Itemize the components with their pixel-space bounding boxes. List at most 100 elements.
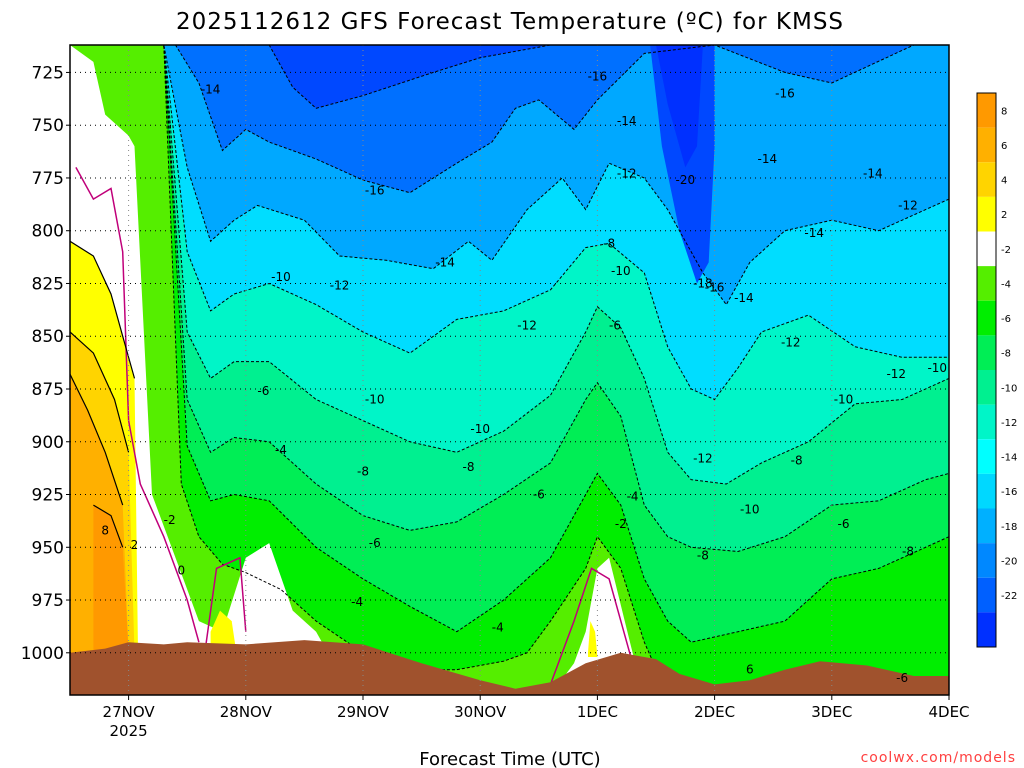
- contour-label: -8: [902, 544, 914, 558]
- colorbar-swatch: [977, 404, 996, 440]
- warm-contour-2: [70, 373, 124, 506]
- x-tick-label: 3DEC: [811, 703, 852, 721]
- contour-label: -2: [615, 517, 627, 531]
- contour-label: -4: [275, 443, 287, 457]
- contour-label: -12: [330, 279, 350, 293]
- x-tick-label: 2DEC: [694, 703, 735, 721]
- contour-line--14: [140, 45, 915, 194]
- contour-label: 2: [131, 538, 139, 552]
- colorbar-label: -20: [1001, 556, 1017, 567]
- contour-label: -6: [609, 319, 621, 333]
- contour-label: -8: [462, 460, 474, 474]
- contour-line--12: [134, 45, 949, 306]
- warm-contour-0: [70, 240, 136, 379]
- colorbar-swatch: [977, 162, 996, 197]
- warm-patch-28nov: [210, 610, 237, 653]
- colorbar-label: 6: [1001, 141, 1007, 152]
- contour-label: -10: [365, 393, 385, 407]
- colorbar-frame: [976, 92, 997, 648]
- colorbar-swatch: [977, 231, 996, 267]
- contour-label: -12: [898, 198, 918, 212]
- colorbar-swatch: [977, 196, 996, 232]
- colorbar-swatch: [977, 370, 996, 405]
- contour-label: -6: [533, 488, 545, 502]
- colorbar-swatch: [977, 543, 996, 578]
- y-tick-label: 800: [32, 222, 64, 242]
- contour-line--8: [134, 45, 949, 485]
- contour-label: -14: [863, 167, 883, 181]
- band--4: [70, 45, 949, 695]
- colorbar-label: -14: [1001, 453, 1017, 464]
- contour-label: -14: [201, 82, 221, 96]
- terrain: [70, 640, 949, 695]
- contour-label: -10: [740, 502, 760, 516]
- warm-contour-3: [93, 504, 124, 548]
- colorbar-swatch: [977, 93, 996, 128]
- contour-line--10: [134, 45, 949, 401]
- contour-label: -12: [781, 336, 801, 350]
- colorbar-swatch: [977, 127, 996, 163]
- colorbar: 8 6 4 2 -2 -4 -6 -8 -10 -12 -14 -16 -18 -20 -22: [976, 92, 1017, 648]
- colorbar-label: -4: [1001, 279, 1011, 290]
- colorbar-label: -22: [1001, 591, 1017, 602]
- colorbar-label: 2: [1001, 210, 1007, 221]
- colorbar-label: 8: [1001, 106, 1007, 117]
- contour-label: -8: [603, 236, 615, 250]
- colorbar-label: 4: [1001, 176, 1007, 187]
- warm-contour-1: [70, 331, 130, 453]
- contour-label: -12: [693, 452, 713, 466]
- contour-label: -10: [834, 393, 854, 407]
- colorbar-label: -12: [1001, 418, 1017, 429]
- y-tick-label: 750: [32, 116, 64, 136]
- contour-label: -4: [351, 595, 363, 609]
- cold-core-inner: [656, 45, 703, 168]
- colorbar-swatch: [977, 335, 996, 370]
- colorbar-label: -16: [1001, 487, 1017, 498]
- y-tick-label: 900: [32, 433, 64, 453]
- contour-label: -2: [164, 513, 176, 527]
- contour-label: -6: [257, 384, 269, 398]
- freezing-line-28nov: [204, 556, 247, 653]
- y-tick-label: 875: [32, 380, 64, 400]
- x-tick-label: 30NOV: [454, 703, 507, 721]
- x-axis-label: Forecast Time (UTC): [419, 749, 600, 768]
- contour-label: -16: [365, 184, 385, 198]
- colorbar-swatch: [977, 439, 996, 474]
- contour-label: -14: [758, 152, 778, 166]
- warm-band-3: [93, 505, 129, 653]
- y-tick-label: 1000: [21, 644, 64, 664]
- contour-label: -6: [838, 517, 850, 531]
- contour-label: -12: [617, 167, 637, 181]
- contour-line--4: [134, 45, 949, 643]
- contour-label: -14: [617, 114, 637, 128]
- contour-label: 6: [746, 663, 754, 677]
- contour-label: -10: [271, 270, 291, 284]
- y-tick-label: 775: [32, 169, 64, 189]
- credit-text: coolwx.com/models: [861, 750, 1016, 766]
- contour-label: -8: [791, 454, 803, 468]
- x-tick-label: 29NOV: [337, 703, 390, 721]
- y-tick-label: 725: [32, 63, 64, 83]
- chart-title: 2025112612 GFS Forecast Temperature (ºC)…: [176, 9, 844, 35]
- contour-label: -10: [470, 422, 490, 436]
- contour-label: -6: [896, 671, 908, 685]
- y-tick-label: 825: [32, 274, 64, 294]
- contour-label: -18: [693, 276, 713, 290]
- x-year-label: 2025: [110, 722, 148, 740]
- warm-patch-1dec: [588, 621, 598, 657]
- plot-area: -14-16-16-14-12 -20-16-14-14-12-14-14-10-…: [21, 44, 970, 740]
- temperature-field: [70, 45, 949, 695]
- contour-label: -12: [517, 319, 537, 333]
- contour-label: -6: [369, 536, 381, 550]
- contour-label: -14: [435, 255, 455, 269]
- contour-label: -20: [675, 173, 695, 187]
- x-tick-label: 1DEC: [577, 703, 618, 721]
- contour-label: 8: [101, 523, 109, 537]
- plot-frame: [69, 44, 950, 696]
- contour-line--16: [198, 45, 774, 109]
- contour-label: -12: [886, 367, 906, 381]
- contour-label: -16: [705, 281, 725, 295]
- contour-label: -14: [734, 291, 754, 305]
- colorbar-label: -10: [1001, 383, 1017, 394]
